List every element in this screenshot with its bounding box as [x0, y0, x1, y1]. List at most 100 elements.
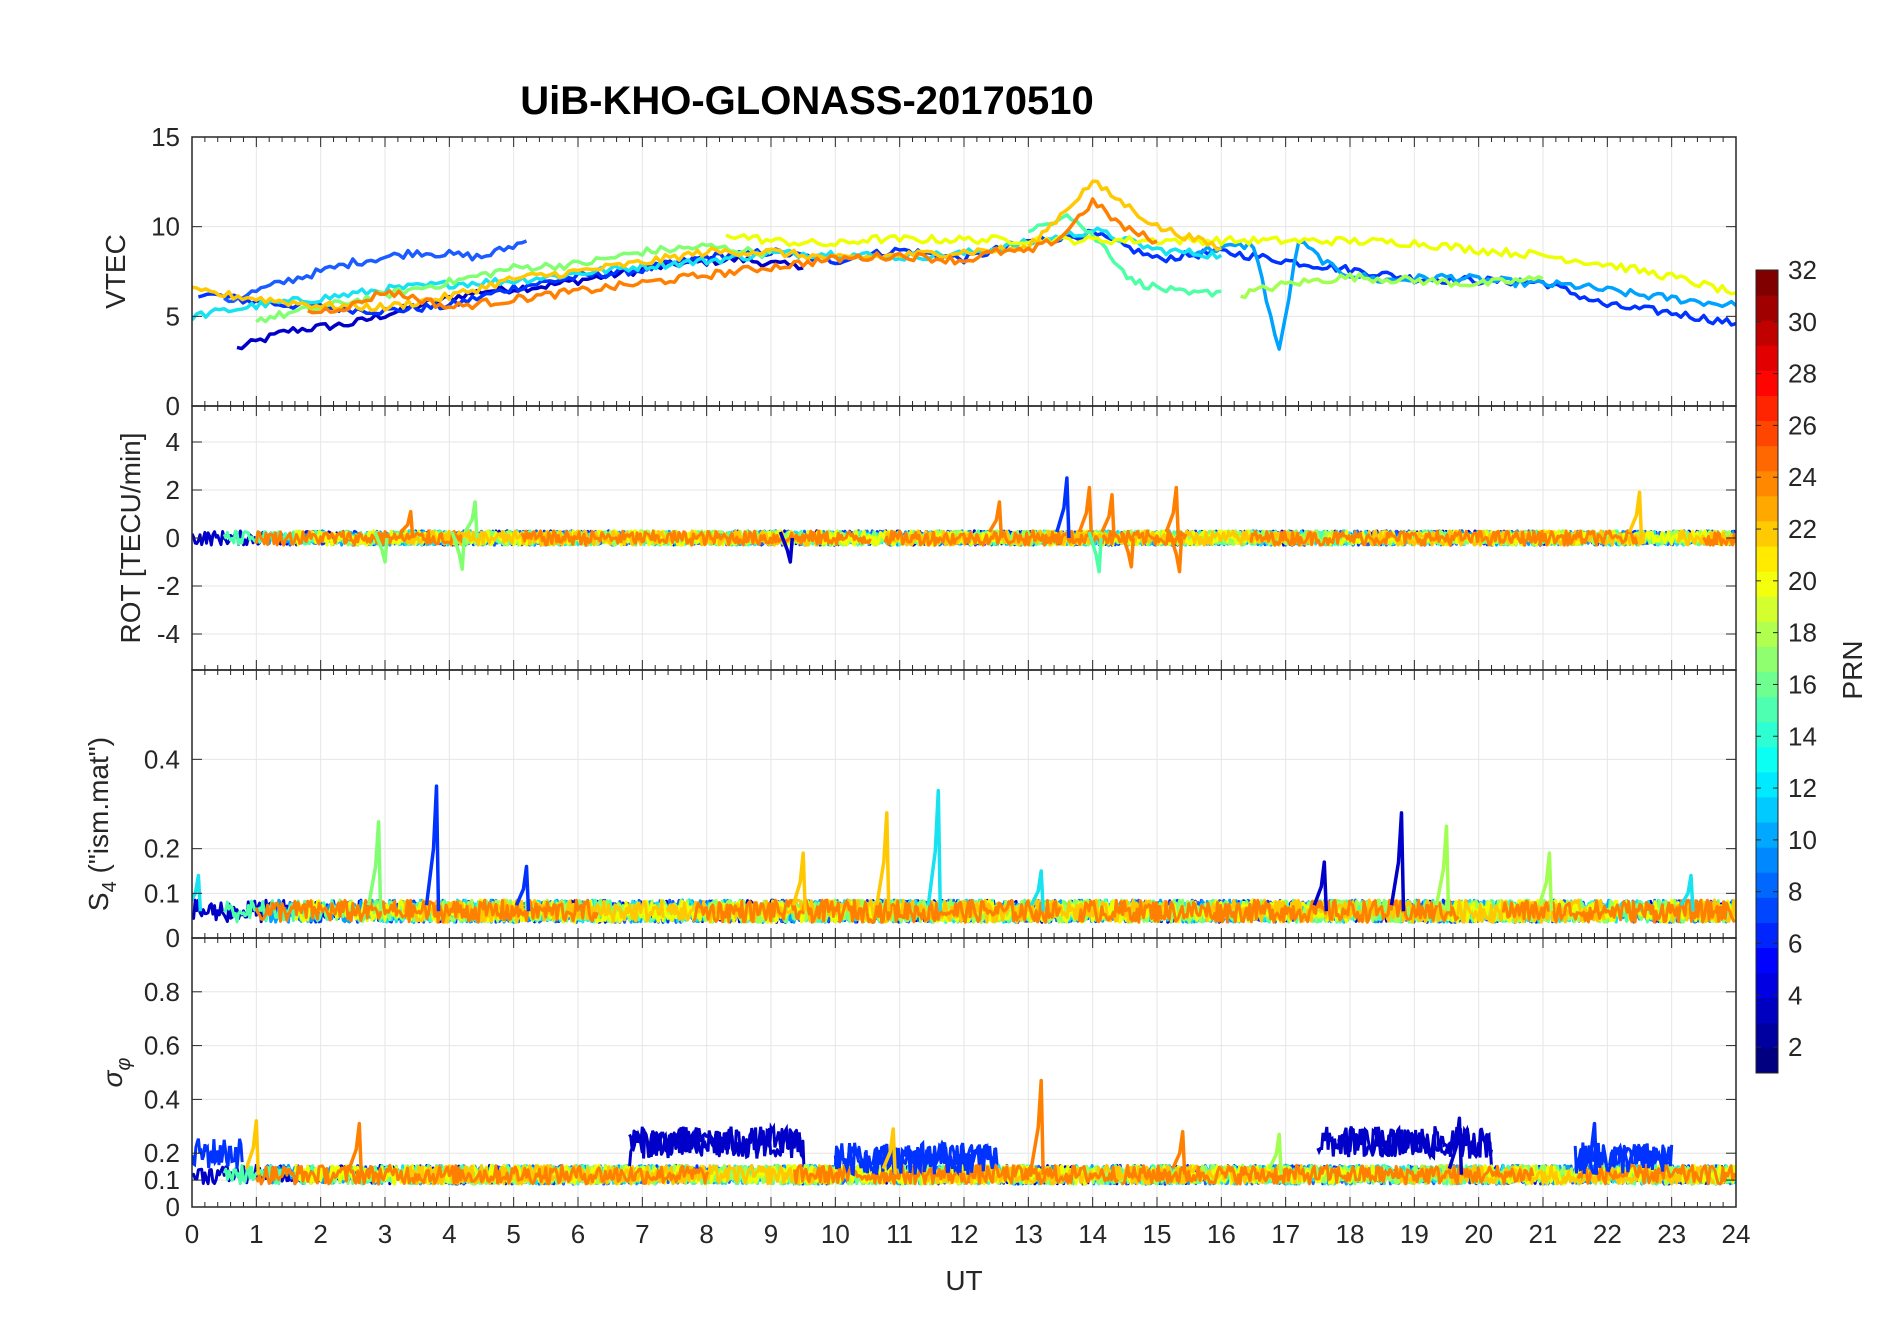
x-tick-label: 9: [764, 1219, 778, 1249]
x-tick-label: 16: [1207, 1219, 1236, 1249]
colorbar-tick-label: 4: [1788, 980, 1802, 1010]
elevated-segment: [833, 1139, 998, 1177]
x-tick-label: 2: [313, 1219, 327, 1249]
colorbar-tick-label: 28: [1788, 359, 1817, 389]
spike-mark: [791, 851, 807, 912]
x-tick-label: 12: [950, 1219, 979, 1249]
y-tick-label: 10: [151, 212, 180, 242]
colorbar-segment: [1756, 520, 1778, 547]
series-band: [1576, 1163, 1736, 1186]
colorbar-segment: [1756, 972, 1778, 999]
y-tick-label: 2: [166, 475, 180, 505]
colorbar-segment: [1756, 420, 1778, 447]
y-axis-label: ROT [TECU/min]: [115, 432, 146, 643]
series-band: [520, 529, 872, 547]
x-tick-label: 14: [1078, 1219, 1107, 1249]
spike-mark: [1312, 860, 1329, 912]
colorbar-tick-label: 2: [1788, 1032, 1802, 1062]
colorbar-segment: [1756, 495, 1778, 522]
y-tick-label: 0.8: [144, 977, 180, 1007]
elevated-segment: [1316, 1124, 1493, 1161]
colorbar-tick-label: 22: [1788, 514, 1817, 544]
colorbar-tick-label: 14: [1788, 721, 1817, 751]
y-tick-label: 0.2: [144, 834, 180, 864]
spike-mark: [347, 1121, 364, 1175]
colorbar-segment: [1756, 997, 1778, 1024]
colorbar-tick-label: 30: [1788, 307, 1817, 337]
colorbar-segment: [1756, 671, 1778, 698]
spike-mark: [1447, 1116, 1464, 1175]
series-line-prn-6: [223, 239, 528, 304]
colorbar-tick-label: 24: [1788, 462, 1817, 492]
x-axis-label: UT: [945, 1265, 982, 1296]
x-tick-label: 10: [821, 1219, 850, 1249]
colorbar-tick-label: 8: [1788, 877, 1802, 907]
colorbar-segment: [1756, 696, 1778, 723]
y-tick-label: 0: [166, 523, 180, 553]
x-tick-label: 18: [1336, 1219, 1365, 1249]
spike-mark: [1679, 873, 1695, 912]
colorbar-segment: [1756, 320, 1778, 346]
x-tick-label: 7: [635, 1219, 649, 1249]
spike-mark: [366, 820, 383, 912]
x-tick-label: 0: [185, 1219, 199, 1249]
spike-mark: [1087, 531, 1103, 574]
colorbar-label: PRN: [1837, 640, 1868, 699]
colorbar-segment: [1756, 295, 1778, 321]
spike-mark: [450, 531, 466, 571]
spike-mark: [424, 784, 441, 912]
colorbar-segment: [1756, 270, 1778, 296]
y-tick-label: 0.1: [144, 1165, 180, 1195]
colorbar-segment: [1756, 646, 1778, 672]
spike-mark: [373, 531, 389, 564]
series-band: [1702, 531, 1736, 547]
series-band: [793, 1164, 1120, 1186]
colorbar-segment: [1756, 596, 1778, 622]
y-tick-label: 0.4: [144, 1084, 180, 1114]
spike-mark: [1029, 869, 1045, 912]
x-tick-label: 5: [506, 1219, 520, 1249]
series-line-prn-19: [725, 233, 1736, 296]
colorbar-tick-label: 26: [1788, 410, 1817, 440]
series-band: [1501, 898, 1736, 924]
elevated-segment: [628, 1122, 805, 1161]
panel-s4: 00.10.20.4S4 ("ism.mat"): [83, 669, 1737, 953]
series-band: [254, 1163, 710, 1186]
spike-mark: [1119, 531, 1136, 569]
series-band: [1397, 1164, 1715, 1186]
series-line-prn-10: [1188, 239, 1736, 351]
series-band: [692, 898, 1062, 924]
series-band: [254, 898, 599, 924]
series-line-prn-12: [192, 226, 1223, 321]
series-line-prn-16: [255, 242, 773, 324]
spike-mark: [399, 509, 415, 539]
series-band: [884, 529, 1316, 547]
y-tick-label: 0.2: [144, 1138, 180, 1168]
colorbar-tick-label: 6: [1788, 928, 1802, 958]
data-layer: [192, 784, 1736, 924]
colorbar-tick-label: 32: [1788, 255, 1817, 285]
x-tick-label: 19: [1400, 1219, 1429, 1249]
spike-mark: [514, 864, 531, 912]
spike-mark: [987, 500, 1004, 539]
x-tick-label: 6: [571, 1219, 585, 1249]
y-tick-label: 0.6: [144, 1031, 180, 1061]
y-tick-label: -2: [157, 571, 180, 601]
y-tick-label: 0.4: [144, 744, 180, 774]
data-layer: [192, 179, 1736, 351]
spike-mark: [926, 788, 943, 912]
colorbar-segment: [1756, 746, 1778, 773]
spike-mark: [778, 531, 795, 564]
x-tick-label: 3: [378, 1219, 392, 1249]
y-tick-label: 0: [166, 1192, 180, 1222]
colorbar-segment: [1756, 571, 1778, 597]
x-tick-label: 24: [1722, 1219, 1751, 1249]
series-band: [402, 898, 665, 924]
y-tick-label: 4: [166, 427, 180, 457]
colorbar-segment: [1756, 470, 1778, 497]
spike-mark: [1029, 1078, 1045, 1175]
x-tick-label: 21: [1529, 1219, 1558, 1249]
spike-mark: [1167, 531, 1184, 574]
